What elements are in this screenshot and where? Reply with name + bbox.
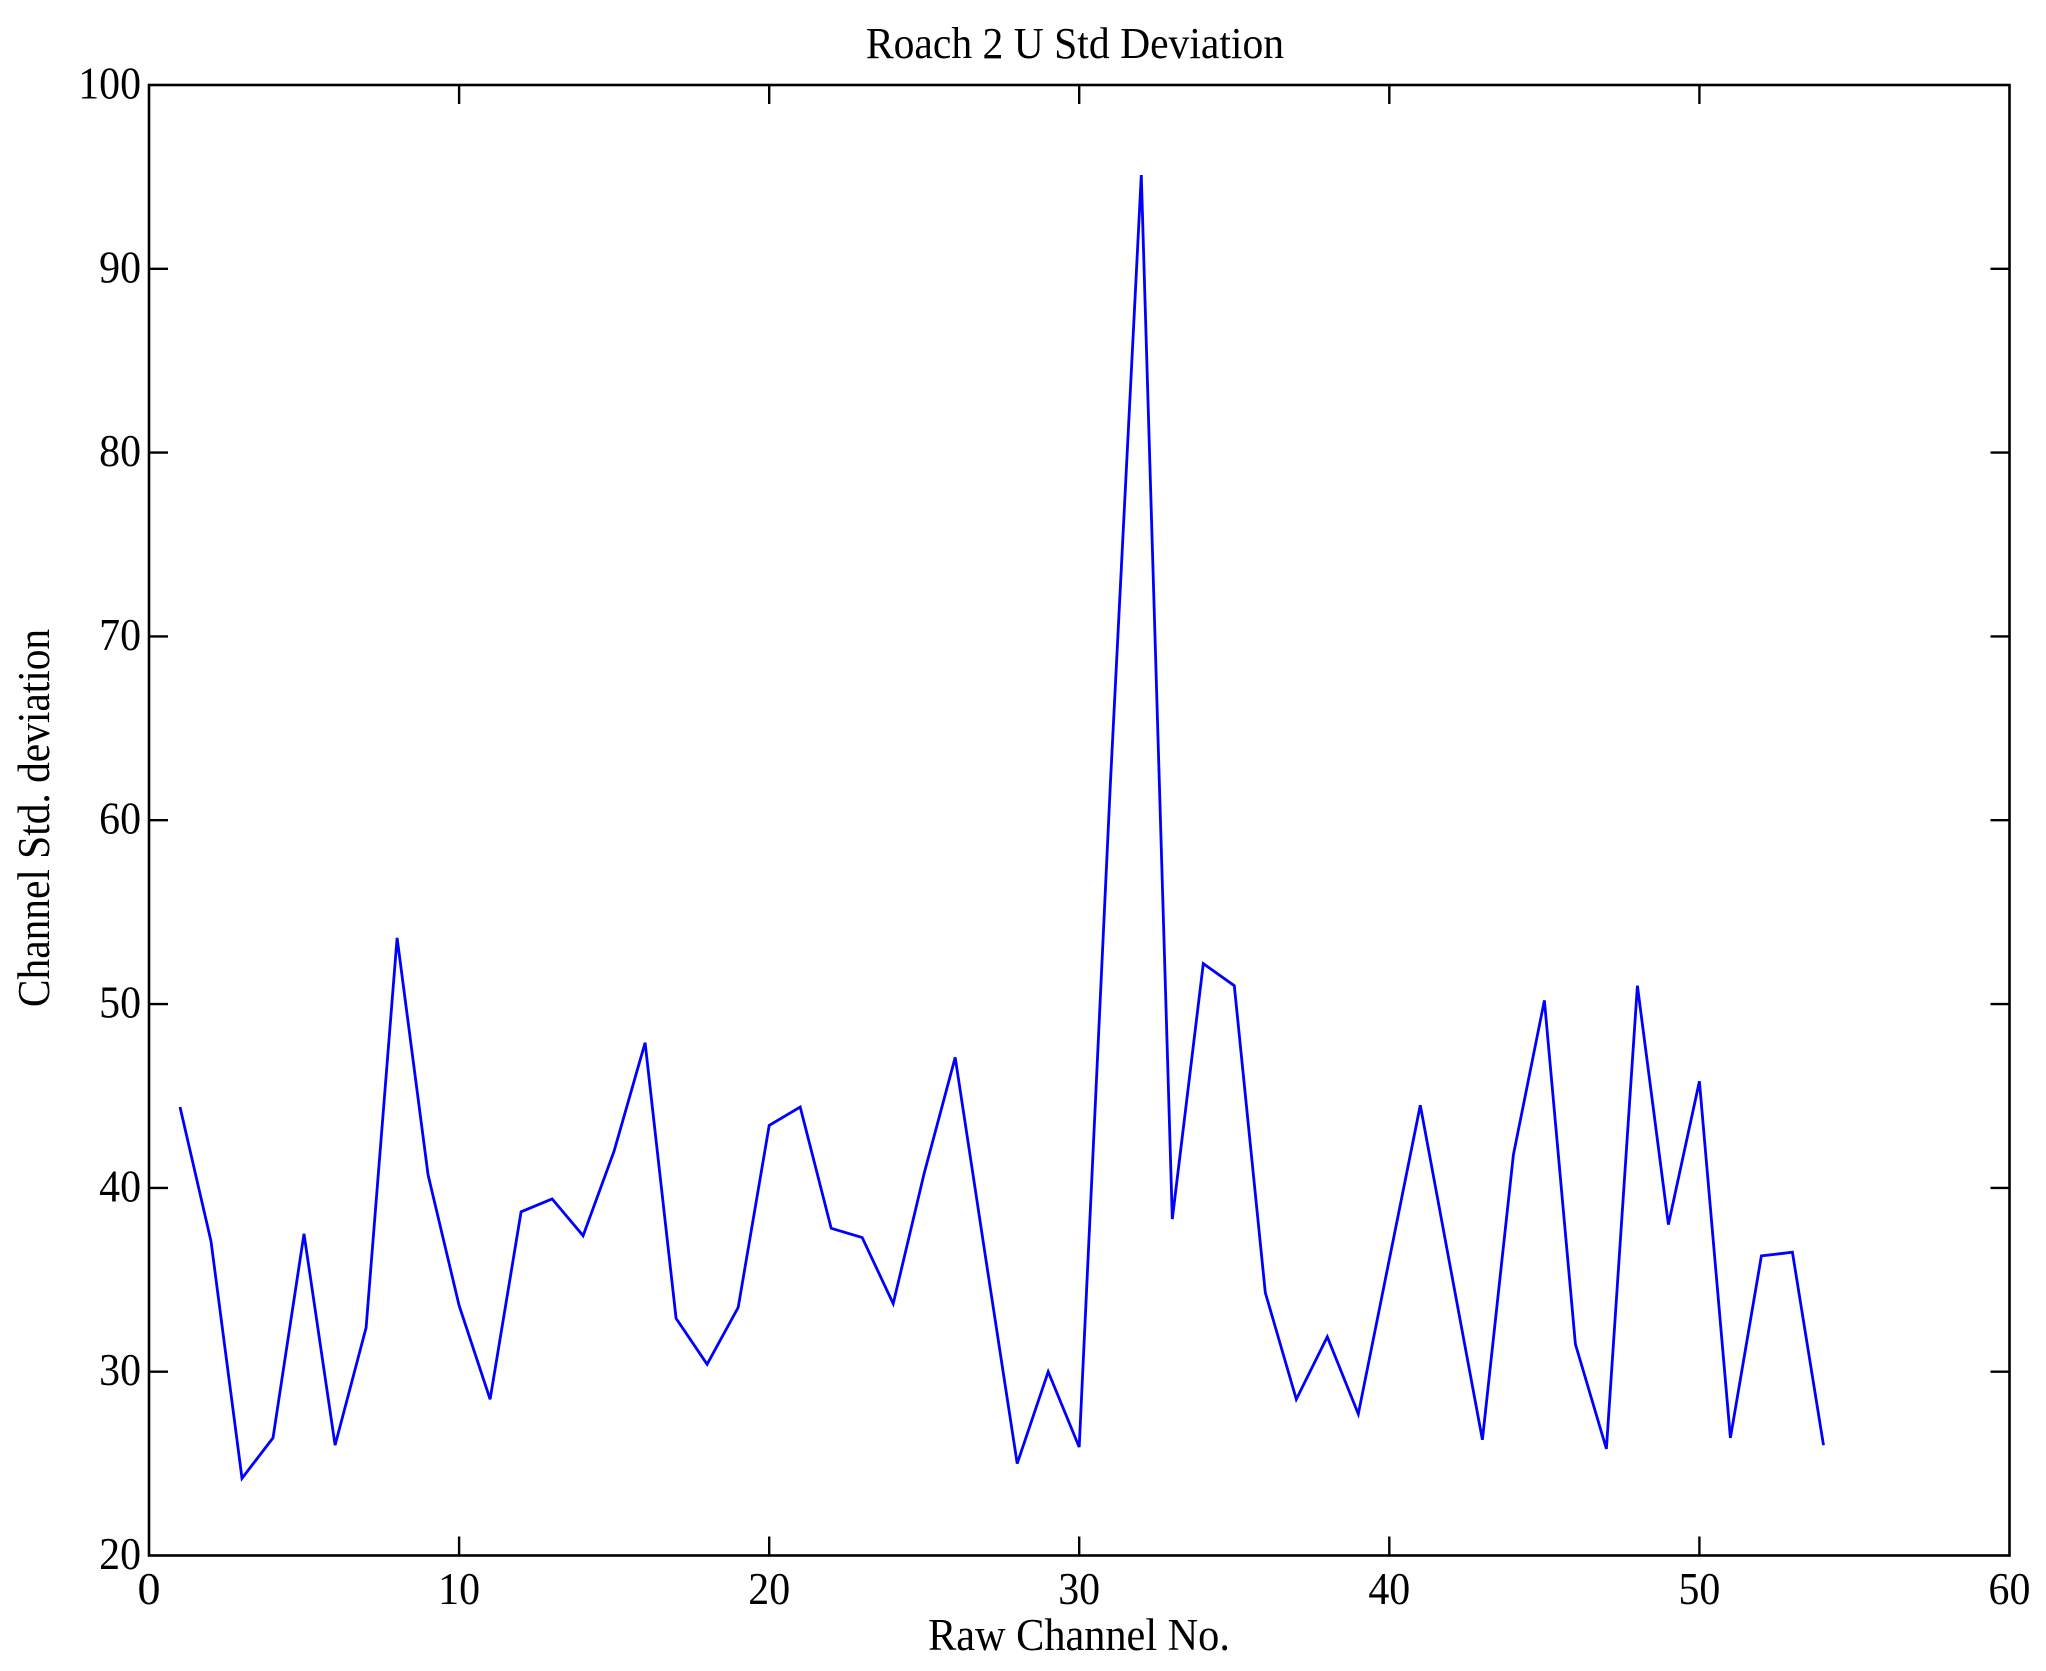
svg-text:Roach 2 U Std Deviation: Roach 2 U Std Deviation — [866, 20, 1284, 69]
svg-text:20: 20 — [748, 1563, 790, 1614]
svg-text:70: 70 — [99, 609, 141, 660]
svg-text:100: 100 — [78, 58, 141, 109]
svg-text:50: 50 — [99, 977, 141, 1028]
svg-text:20: 20 — [99, 1528, 141, 1579]
svg-text:40: 40 — [1368, 1563, 1410, 1614]
svg-text:30: 30 — [1058, 1563, 1100, 1614]
svg-text:50: 50 — [1678, 1563, 1720, 1614]
svg-text:30: 30 — [99, 1344, 141, 1395]
svg-text:Channel Std. deviation: Channel Std. deviation — [9, 629, 59, 1007]
svg-text:80: 80 — [99, 425, 141, 476]
svg-text:10: 10 — [438, 1563, 480, 1614]
svg-text:60: 60 — [1989, 1563, 2031, 1614]
svg-text:Raw Channel No.: Raw Channel No. — [928, 1611, 1230, 1660]
svg-text:90: 90 — [99, 242, 141, 293]
svg-text:0: 0 — [138, 1563, 161, 1614]
svg-text:40: 40 — [99, 1161, 141, 1212]
svg-text:60: 60 — [99, 793, 141, 844]
